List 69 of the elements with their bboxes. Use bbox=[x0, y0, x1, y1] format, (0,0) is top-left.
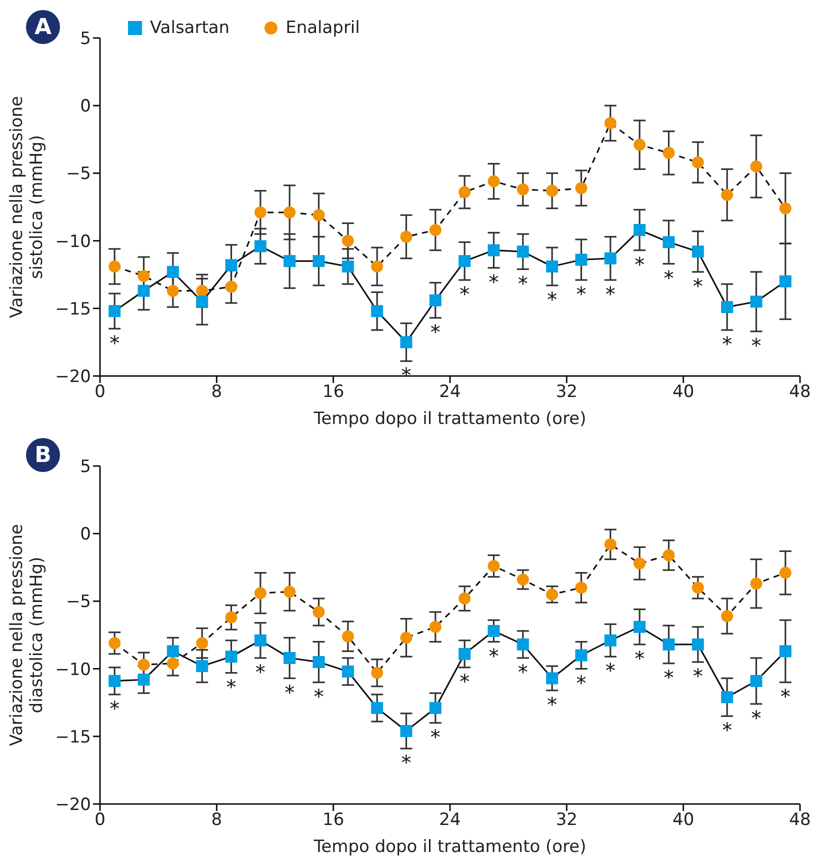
annotation: * bbox=[634, 646, 645, 671]
circle-badge: A bbox=[26, 10, 60, 44]
chart-title: A bbox=[34, 14, 52, 40]
legend-label: Valsartan bbox=[150, 18, 230, 38]
x-tick-label: 32 bbox=[556, 382, 578, 402]
annotation: * bbox=[605, 282, 616, 306]
annotation: * bbox=[226, 674, 236, 699]
x-tick-label: 48 bbox=[789, 382, 811, 402]
y-tick-label: 5 bbox=[80, 457, 91, 478]
y-axis-title: Variazione nella pressione sistolica (mmHg) bbox=[7, 96, 47, 318]
y-tick-label: −10 bbox=[55, 660, 91, 680]
y-tick-label: 0 bbox=[80, 96, 91, 117]
annotation: * bbox=[255, 660, 266, 684]
annotation: * bbox=[751, 333, 762, 358]
y-tick-label: 5 bbox=[80, 29, 91, 50]
x-axis-title: Tempo dopo il trattamento (ore) bbox=[312, 837, 586, 858]
circle-badge: B bbox=[26, 438, 60, 472]
annotation: * bbox=[692, 664, 703, 688]
annotation: * bbox=[664, 266, 674, 290]
x-tick-label: 16 bbox=[322, 382, 344, 402]
annotation: * bbox=[722, 332, 732, 356]
annotation: * bbox=[460, 282, 470, 306]
x-tick-label: 48 bbox=[789, 810, 811, 830]
x-tick-label: 16 bbox=[322, 810, 344, 830]
x-tick-label: 40 bbox=[672, 810, 694, 830]
y-tick-label: 0 bbox=[80, 524, 91, 545]
annotation: * bbox=[430, 724, 440, 749]
annotation: * bbox=[430, 320, 440, 344]
y-axis-title: Variazione nella pressione diastolica (mmHg) bbox=[7, 524, 47, 746]
annotation: * bbox=[284, 680, 295, 704]
annotation: * bbox=[576, 670, 586, 695]
annotation: * bbox=[488, 644, 499, 668]
y-tick-label: −5 bbox=[66, 164, 91, 184]
x-tick-label: 24 bbox=[439, 810, 461, 830]
annotation: * bbox=[110, 696, 120, 721]
annotation: * bbox=[634, 252, 645, 276]
x-tick-label: 8 bbox=[211, 810, 222, 830]
y-tick-label: −15 bbox=[55, 727, 91, 748]
annotation: * bbox=[780, 684, 790, 708]
annotation: * bbox=[547, 288, 558, 312]
y-tick-label: −20 bbox=[55, 367, 91, 388]
y-tick-label: −5 bbox=[66, 592, 91, 612]
x-tick-label: 24 bbox=[439, 382, 461, 402]
annotation: * bbox=[722, 718, 732, 742]
annotation: * bbox=[751, 706, 762, 730]
chart-title: B bbox=[34, 442, 52, 468]
annotation: * bbox=[518, 660, 528, 684]
y-tick-label: −20 bbox=[55, 795, 91, 816]
annotation: * bbox=[576, 282, 586, 306]
annotation: * bbox=[518, 271, 528, 296]
x-tick-label: 0 bbox=[94, 810, 106, 830]
annotation: * bbox=[664, 665, 674, 690]
x-tick-label: 40 bbox=[672, 382, 694, 402]
annotation: * bbox=[547, 692, 558, 717]
annotation: * bbox=[401, 363, 412, 388]
x-tick-label: 8 bbox=[211, 382, 222, 402]
annotation: * bbox=[488, 270, 499, 294]
y-tick-label: −10 bbox=[55, 232, 91, 252]
annotation: * bbox=[401, 750, 412, 775]
annotation: * bbox=[460, 670, 470, 694]
x-tick-label: 0 bbox=[94, 382, 106, 402]
y-tick-label: −15 bbox=[55, 299, 91, 320]
x-axis-title: Tempo dopo il trattamento (ore) bbox=[312, 409, 586, 430]
annotation: * bbox=[605, 658, 616, 683]
annotation: * bbox=[314, 684, 324, 708]
legend-label: Enalapril bbox=[286, 18, 360, 38]
x-tick-label: 32 bbox=[556, 810, 578, 830]
annotation: * bbox=[692, 274, 703, 298]
annotation: * bbox=[110, 330, 120, 355]
